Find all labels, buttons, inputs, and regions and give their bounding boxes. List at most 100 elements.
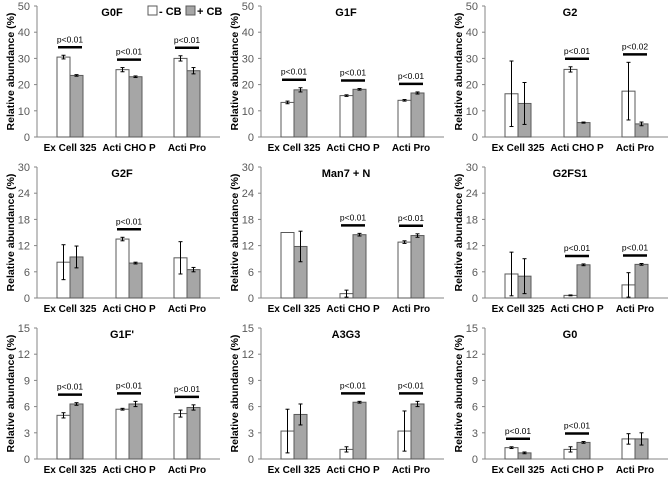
category-label: Ex Cell 325 (492, 143, 545, 154)
y-tick-label: 6 (24, 267, 30, 279)
chart-title: Man7 + N (322, 168, 371, 180)
bar-minus-cb (280, 232, 295, 299)
y-tick-label: 12 (466, 241, 478, 253)
bar-plus-cb (576, 441, 591, 460)
bar-minus-cb (173, 413, 188, 460)
bar-plus-cb (128, 76, 143, 138)
category-label: Ex Cell 325 (492, 304, 545, 315)
bar-plus-cb (410, 235, 425, 299)
bar-plus-cb (634, 263, 649, 299)
category-label: Acti CHO P (326, 304, 380, 315)
bar-minus-cb (56, 414, 71, 460)
category-label: Acti CHO P (326, 465, 380, 476)
y-tick-label: 15 (466, 323, 478, 335)
bar-plus-cb (576, 122, 591, 138)
y-tick-label: 6 (248, 402, 254, 414)
category-label: Acti CHO P (326, 143, 380, 154)
y-tick-label: 0 (472, 293, 478, 305)
p-value-label: p<0.01 (174, 35, 201, 45)
category-label: Acti CHO P (102, 304, 156, 315)
y-tick-label: 40 (466, 27, 478, 39)
bar-plus-cb (186, 269, 201, 299)
y-tick-label: 24 (242, 188, 254, 200)
y-tick-label: 10 (18, 106, 30, 118)
y-tick-label: 3 (248, 428, 254, 440)
y-tick-label: 10 (242, 106, 254, 118)
y-axis-label: Relative abundance (%) (229, 13, 241, 131)
bar-plus-cb (128, 262, 143, 299)
category-label: Ex Cell 325 (268, 304, 321, 315)
bar-minus-cb (280, 101, 295, 138)
y-tick-label: 30 (242, 162, 254, 174)
y-tick-label: 18 (242, 214, 254, 226)
y-axis-label: Relative abundance (%) (5, 13, 17, 131)
category-label: Acti CHO P (550, 143, 604, 154)
y-tick-label: 3 (24, 428, 30, 440)
y-axis-label: Relative abundance (%) (453, 13, 465, 131)
y-tick-label: 9 (24, 375, 30, 387)
category-label: Acti Pro (616, 465, 654, 476)
bar-plus-cb (293, 89, 308, 138)
chart-title: G2F (111, 168, 133, 180)
category-label: Acti Pro (392, 465, 430, 476)
y-tick-label: 50 (18, 1, 30, 13)
p-value-label: p<0.01 (57, 382, 84, 392)
y-axis-label: Relative abundance (%) (453, 174, 465, 292)
y-tick-label: 12 (18, 349, 30, 361)
y-tick-label: 40 (242, 27, 254, 39)
y-tick-label: 24 (466, 188, 478, 200)
bar-plus-cb (410, 403, 425, 460)
bar-minus-cb (504, 447, 519, 460)
y-tick-label: 18 (466, 214, 478, 226)
p-value-label: p<0.01 (340, 380, 367, 390)
category-label: Ex Cell 325 (268, 465, 321, 476)
bar-plus-cb (69, 403, 84, 460)
y-tick-label: 0 (472, 132, 478, 144)
bar-minus-cb (397, 99, 412, 138)
y-tick-label: 10 (466, 106, 478, 118)
chart-title: G1F' (110, 329, 134, 341)
y-tick-label: 30 (466, 162, 478, 174)
y-axis-label: Relative abundance (%) (453, 335, 465, 453)
p-value-label: p<0.01 (340, 68, 367, 78)
bar-plus-cb (128, 403, 143, 460)
p-value-label: p<0.01 (398, 380, 425, 390)
y-axis-label: Relative abundance (%) (229, 335, 241, 453)
y-tick-label: 15 (242, 323, 254, 335)
category-label: Ex Cell 325 (44, 304, 97, 315)
p-value-label: p<0.01 (564, 46, 591, 56)
bar-plus-cb (352, 234, 367, 299)
chart-title: G0F (101, 7, 123, 19)
p-value-label: p<0.01 (340, 212, 367, 222)
y-tick-label: 15 (18, 323, 30, 335)
y-tick-label: 6 (472, 267, 478, 279)
bar-minus-cb (339, 95, 354, 138)
category-label: Ex Cell 325 (44, 143, 97, 154)
y-tick-label: 50 (466, 1, 478, 13)
y-tick-label: 3 (472, 428, 478, 440)
legend-swatch (185, 5, 196, 16)
bar-plus-cb (186, 406, 201, 460)
bar-plus-cb (69, 74, 84, 138)
y-tick-label: 0 (24, 454, 30, 466)
chart-title: G2FS1 (553, 168, 588, 180)
y-tick-label: 20 (242, 80, 254, 92)
y-tick-label: 6 (472, 402, 478, 414)
p-value-label: p<0.02 (622, 41, 649, 51)
category-label: Acti Pro (616, 304, 654, 315)
chart-title: A3G3 (332, 329, 361, 341)
category-label: Acti Pro (168, 143, 206, 154)
bar-minus-cb (115, 238, 130, 299)
bar-minus-cb (563, 68, 578, 138)
legend-label: + CB (197, 6, 222, 18)
chart-title: G2 (563, 7, 578, 19)
category-label: Acti CHO P (550, 304, 604, 315)
p-value-label: p<0.01 (57, 34, 84, 44)
p-value-label: p<0.01 (564, 421, 591, 431)
